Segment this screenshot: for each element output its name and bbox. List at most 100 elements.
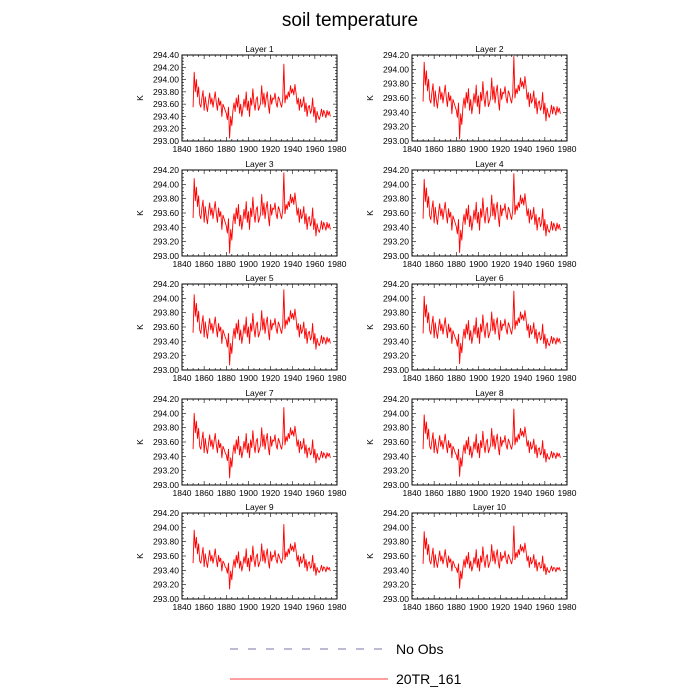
panel-layer-8: Layer 8 1840 1860 1880 1900 1920 1940 1960 1980 2…: [365, 388, 577, 498]
panel-layer-4: Layer 4 1840 1860 1880 1900 1920 1940 1960 1980 2…: [365, 159, 577, 269]
series-line-20tr-161: [192, 289, 331, 366]
x-tick-label: 1860: [195, 602, 214, 612]
x-tick-label: 1900: [469, 144, 488, 154]
y-tick-label: 293.80: [153, 194, 179, 204]
y-tick-label: 293.40: [383, 107, 409, 117]
y-tick-label: 294.00: [383, 408, 409, 418]
series-line-20tr-161: [422, 55, 561, 140]
x-tick-label: 1880: [217, 373, 236, 383]
y-tick-label: 293.40: [153, 565, 179, 575]
y-tick-label: 293.80: [383, 537, 409, 547]
x-tick-label: 1920: [261, 602, 280, 612]
x-tick-label: 1920: [491, 259, 510, 269]
y-axis-label: K: [365, 553, 375, 559]
x-tick-label: 1940: [283, 144, 302, 154]
x-tick-label: 1860: [425, 373, 444, 383]
x-tick-label: 1980: [558, 144, 577, 154]
x-tick-label: 1940: [283, 373, 302, 383]
y-tick-label: 294.00: [383, 64, 409, 74]
panel-layer-9: Layer 9 1840 1860 1880 1900 1920 1940 1960 1980 2…: [135, 502, 347, 612]
y-tick-label: 293.20: [153, 351, 179, 361]
panel-layer-10: Layer 10 1840 1860 1880 1900 1920 1940 1960 1980…: [365, 502, 577, 612]
figure-title: soil temperature: [282, 10, 418, 31]
x-tick-label: 1880: [447, 602, 466, 612]
y-axis-label: K: [365, 439, 375, 445]
y-tick-label: 293.00: [153, 365, 179, 375]
y-tick-label: 293.80: [383, 308, 409, 318]
x-tick-label: 1860: [425, 259, 444, 269]
y-tick-label: 293.60: [153, 551, 179, 561]
x-tick-label: 1980: [558, 259, 577, 269]
y-tick-label: 293.00: [153, 594, 179, 604]
y-tick-label: 293.80: [153, 423, 179, 433]
y-tick-label: 293.20: [383, 466, 409, 476]
y-tick-label: 293.00: [383, 251, 409, 261]
x-tick-label: 1960: [535, 488, 554, 498]
y-tick-label: 294.00: [153, 179, 179, 189]
x-tick-label: 1880: [447, 373, 466, 383]
x-tick-label: 1980: [558, 488, 577, 498]
y-tick-label: 293.20: [383, 351, 409, 361]
y-tick-label: 293.00: [153, 480, 179, 490]
legend-label-no-obs: No Obs: [396, 641, 443, 657]
x-tick-label: 1860: [195, 373, 214, 383]
x-tick-label: 1940: [513, 602, 532, 612]
y-tick-label: 294.00: [153, 522, 179, 532]
x-tick-label: 1840: [403, 144, 422, 154]
y-tick-label: 293.80: [383, 423, 409, 433]
y-tick-label: 294.40: [153, 50, 179, 60]
y-axis-label: K: [135, 95, 145, 101]
y-tick-label: 294.00: [383, 522, 409, 532]
x-tick-label: 1960: [305, 259, 324, 269]
x-tick-label: 1880: [447, 488, 466, 498]
y-tick-label: 293.40: [153, 336, 179, 346]
y-tick-label: 293.20: [383, 122, 409, 132]
x-tick-label: 1900: [469, 488, 488, 498]
x-tick-label: 1900: [469, 259, 488, 269]
y-axis-label: K: [365, 324, 375, 330]
y-tick-label: 293.00: [383, 594, 409, 604]
x-tick-label: 1840: [403, 259, 422, 269]
y-tick-label: 294.00: [383, 293, 409, 303]
y-axis-label: K: [135, 324, 145, 330]
x-tick-label: 1960: [535, 602, 554, 612]
y-axis-label: K: [365, 95, 375, 101]
y-tick-label: 293.60: [383, 437, 409, 447]
y-tick-label: 293.20: [153, 580, 179, 590]
x-tick-label: 1920: [261, 259, 280, 269]
y-tick-label: 293.00: [153, 136, 179, 146]
x-tick-label: 1940: [513, 144, 532, 154]
x-tick-label: 1840: [173, 373, 192, 383]
panel-layer-7: Layer 7 1840 1860 1880 1900 1920 1940 1960 1980 2…: [135, 388, 347, 498]
x-tick-label: 1940: [283, 488, 302, 498]
legend-label-20tr-161: 20TR_161: [396, 671, 462, 687]
y-tick-label: 294.20: [383, 394, 409, 404]
y-tick-label: 293.20: [383, 237, 409, 247]
x-tick-label: 1980: [558, 602, 577, 612]
x-tick-label: 1980: [328, 488, 347, 498]
x-tick-label: 1880: [217, 144, 236, 154]
plot-frame: [181, 169, 338, 257]
y-tick-label: 293.20: [383, 580, 409, 590]
y-tick-label: 294.20: [153, 165, 179, 175]
x-tick-label: 1840: [173, 488, 192, 498]
y-tick-label: 293.60: [153, 437, 179, 447]
x-tick-label: 1920: [491, 602, 510, 612]
y-tick-label: 293.60: [153, 99, 179, 109]
x-tick-label: 1880: [217, 259, 236, 269]
x-tick-label: 1840: [403, 602, 422, 612]
x-tick-label: 1980: [328, 259, 347, 269]
y-axis-label: K: [135, 210, 145, 216]
x-tick-label: 1980: [558, 373, 577, 383]
y-tick-label: 293.40: [153, 451, 179, 461]
y-tick-label: 294.20: [383, 508, 409, 518]
x-tick-label: 1960: [305, 488, 324, 498]
panel-title: Layer 2: [475, 44, 504, 54]
x-tick-label: 1920: [491, 144, 510, 154]
panel-title: Layer 5: [245, 273, 274, 283]
x-tick-label: 1900: [469, 602, 488, 612]
x-tick-label: 1940: [283, 602, 302, 612]
x-tick-label: 1920: [491, 488, 510, 498]
plot-frame: [411, 54, 568, 142]
